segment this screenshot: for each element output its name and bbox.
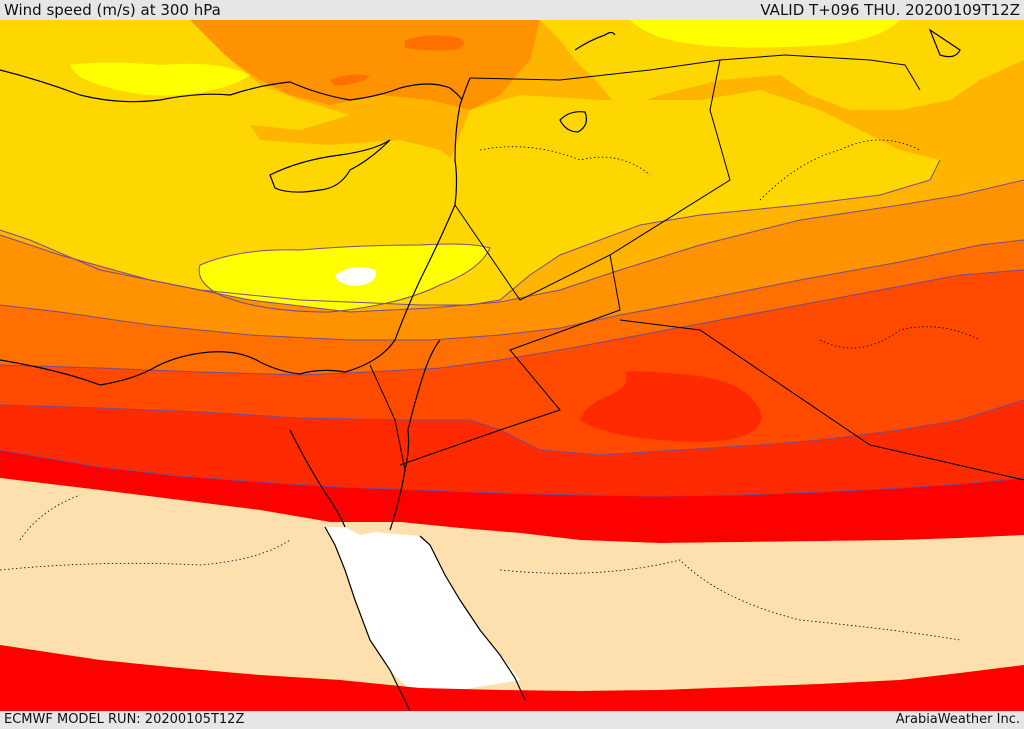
wind-speed-map — [0, 20, 1024, 711]
band-fill — [575, 369, 762, 442]
contour-line — [0, 399, 1024, 456]
coastline — [269, 139, 391, 193]
band-fill — [405, 35, 464, 51]
coastline — [324, 526, 411, 711]
band-fill — [450, 90, 940, 270]
band-fill — [330, 74, 370, 86]
coastline — [574, 31, 616, 51]
contour-line — [198, 243, 491, 313]
border-line — [469, 54, 921, 91]
coastline — [289, 429, 346, 528]
band-fill — [325, 527, 520, 690]
coastline — [0, 69, 463, 103]
band-fill — [0, 240, 1024, 375]
border-line — [819, 326, 981, 349]
header-bar: Wind speed (m/s) at 300 hPa VALID T+096 … — [0, 0, 1024, 20]
border-line — [19, 494, 81, 541]
valid-time: VALID T+096 THU. 20200109T12Z — [760, 1, 1020, 19]
band-fill — [0, 645, 1024, 711]
coastlines — [0, 28, 961, 711]
contour-line — [0, 269, 1024, 376]
band-fill — [0, 478, 1024, 691]
contour-lines — [0, 159, 1024, 497]
contour-line — [0, 159, 941, 306]
model-run: ECMWF MODEL RUN: 20200105T12Z — [4, 712, 245, 727]
province-borders — [0, 139, 981, 641]
band-fill — [0, 400, 1024, 496]
border-line — [499, 559, 961, 641]
band-fill — [630, 20, 900, 48]
band-fill — [540, 20, 1024, 110]
band-fill — [0, 450, 1024, 543]
band-fill — [0, 270, 1024, 455]
border-line — [399, 254, 621, 466]
contour-line — [0, 239, 1024, 341]
coastline — [928, 28, 961, 58]
border-line — [369, 364, 406, 471]
band-fill — [0, 180, 1024, 340]
coastline — [559, 111, 588, 133]
coastline — [389, 339, 441, 531]
country-borders — [369, 54, 1024, 481]
coastline — [419, 535, 526, 701]
coastline — [0, 77, 471, 386]
credit: ArabiaWeather Inc. — [895, 712, 1020, 727]
border-line — [0, 539, 291, 571]
footer-bar: ECMWF MODEL RUN: 20200105T12Z ArabiaWeat… — [0, 711, 1024, 729]
border-line — [454, 59, 731, 301]
border-line — [759, 139, 921, 201]
border-line — [619, 319, 1024, 481]
map-title: Wind speed (m/s) at 300 hPa — [4, 1, 221, 19]
band-fill — [70, 62, 250, 96]
contour-line — [0, 449, 1024, 497]
band-fill — [335, 266, 376, 286]
